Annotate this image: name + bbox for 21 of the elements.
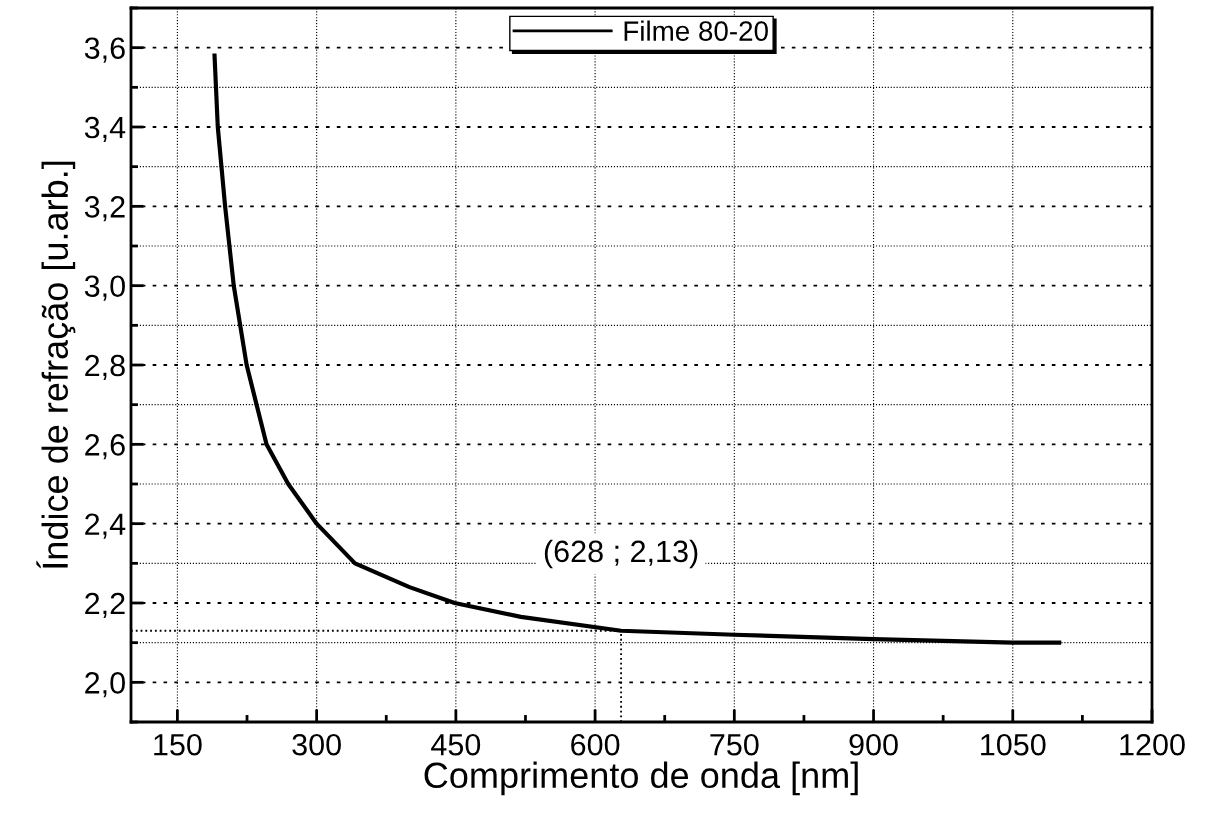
y-tick-label: 2,6 [85,434,125,460]
y-tick-label: 3,0 [84,275,125,301]
y-tick-label: 2,2 [85,592,125,618]
x-tick-label: 1050 [981,733,1046,756]
y-tick-label: 2,8 [85,354,125,380]
y-tick-label: 2,0 [85,672,125,698]
x-tick-label: 750 [710,733,759,756]
y-tick-label: 2,4 [85,513,126,539]
x-tick-label: 450 [431,733,481,756]
y-tick-label: 3,6 [84,37,125,63]
y-axis-title: Índice de refração [u.arb.] [36,161,76,569]
x-tick-label: 1200 [1120,733,1185,756]
x-tick-label: 300 [292,733,341,756]
x-axis-title: Comprimento de onda [nm] [424,761,858,796]
y-tick-label: 3,2 [84,196,125,222]
legend-label: Filme 80-20 [624,20,768,41]
y-tick-label: 3,4 [84,116,126,142]
x-tick-label: 900 [849,733,898,756]
x-tick-label: 600 [571,733,620,756]
x-tick-label: 150 [154,733,202,756]
annotation: (628 ; 2,13) [544,539,698,569]
